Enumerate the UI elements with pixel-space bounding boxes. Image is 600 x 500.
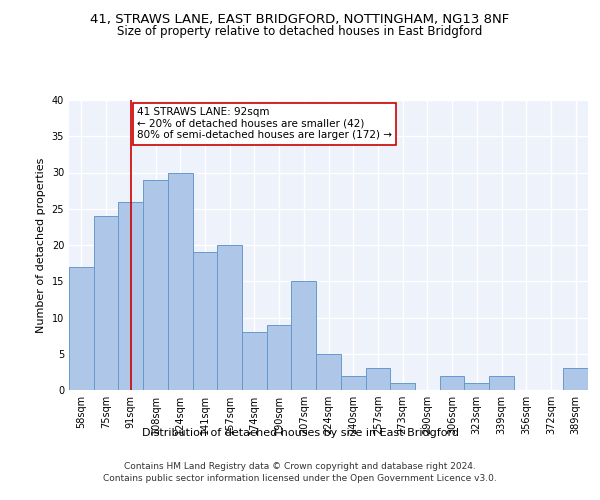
Bar: [563, 368, 588, 390]
Bar: [489, 376, 514, 390]
Text: Distribution of detached houses by size in East Bridgford: Distribution of detached houses by size …: [142, 428, 458, 438]
Bar: [267, 325, 292, 390]
Bar: [118, 202, 143, 390]
Bar: [94, 216, 118, 390]
Text: 41 STRAWS LANE: 92sqm
← 20% of detached houses are smaller (42)
80% of semi-deta: 41 STRAWS LANE: 92sqm ← 20% of detached …: [137, 108, 392, 140]
Bar: [390, 383, 415, 390]
Bar: [168, 172, 193, 390]
Text: Size of property relative to detached houses in East Bridgford: Size of property relative to detached ho…: [118, 25, 482, 38]
Bar: [69, 267, 94, 390]
Text: 41, STRAWS LANE, EAST BRIDGFORD, NOTTINGHAM, NG13 8NF: 41, STRAWS LANE, EAST BRIDGFORD, NOTTING…: [91, 12, 509, 26]
Bar: [316, 354, 341, 390]
Bar: [242, 332, 267, 390]
Text: Contains HM Land Registry data © Crown copyright and database right 2024.
Contai: Contains HM Land Registry data © Crown c…: [103, 462, 497, 483]
Bar: [365, 368, 390, 390]
Bar: [464, 383, 489, 390]
Y-axis label: Number of detached properties: Number of detached properties: [36, 158, 46, 332]
Bar: [440, 376, 464, 390]
Bar: [143, 180, 168, 390]
Bar: [193, 252, 217, 390]
Bar: [341, 376, 365, 390]
Bar: [292, 281, 316, 390]
Bar: [217, 245, 242, 390]
